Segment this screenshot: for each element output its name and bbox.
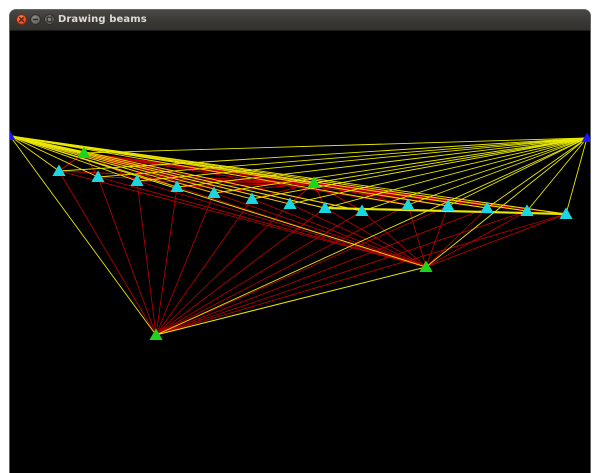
cyan-node	[318, 201, 332, 213]
yellow-beam	[10, 135, 409, 206]
yellow-beam	[10, 135, 157, 336]
maximize-button[interactable]	[44, 14, 55, 25]
yellow-beam	[251, 137, 588, 200]
cyan-node	[130, 174, 144, 186]
red-beam	[136, 180, 157, 336]
yellow-beam	[313, 137, 588, 184]
yellow-beam	[10, 135, 449, 207]
yellow-beam	[10, 135, 60, 172]
red-beam	[97, 176, 315, 184]
yellow-beam	[526, 137, 588, 212]
red-beam	[155, 192, 215, 336]
red-beam	[155, 207, 488, 336]
red-beam	[83, 152, 449, 207]
red-beam	[407, 204, 427, 268]
cyan-node	[91, 170, 105, 182]
window-title: Drawing beams	[58, 14, 147, 25]
red-beam	[176, 182, 315, 188]
yellow-beam	[10, 135, 253, 200]
green-node	[77, 146, 91, 158]
red-beam	[425, 210, 528, 268]
red-beam	[213, 182, 315, 194]
red-beam	[425, 205, 449, 268]
red-beam	[97, 176, 157, 336]
blue-anchor	[10, 130, 16, 141]
title-bar[interactable]: Drawing beams	[10, 10, 590, 31]
cyan-node	[401, 198, 415, 210]
red-beam	[155, 205, 449, 336]
red-beam	[58, 170, 157, 336]
yellow-beam	[565, 137, 588, 215]
cyan-node	[52, 164, 66, 176]
red-beam	[155, 198, 253, 336]
cyan-node	[207, 186, 221, 198]
cyan-node	[480, 201, 494, 213]
cyan-node	[441, 199, 455, 211]
yellow-beam	[136, 137, 588, 182]
app-window: Drawing beams	[10, 10, 590, 473]
yellow-beam	[10, 135, 178, 188]
beams-drawing	[10, 130, 590, 340]
yellow-beam	[407, 137, 588, 206]
yellow-beam	[10, 135, 99, 178]
yellow-beam	[155, 137, 588, 336]
yellow-beam	[97, 137, 588, 178]
cyan-node	[355, 204, 369, 216]
yellow-beam	[176, 137, 588, 188]
red-beam	[155, 203, 291, 336]
red-beam	[425, 207, 488, 268]
yellow-beam	[289, 137, 588, 205]
red-beam	[425, 213, 567, 268]
green-node	[307, 176, 321, 188]
red-beam	[155, 210, 528, 336]
yellow-beam	[10, 135, 567, 215]
yellow-beam	[10, 135, 138, 182]
red-beam	[251, 182, 315, 200]
nodes-layer	[10, 130, 590, 340]
close-button[interactable]	[16, 14, 27, 25]
yellow-beam	[10, 135, 215, 194]
yellow-beam	[425, 137, 588, 268]
yellow-beams-layer	[10, 134, 588, 336]
cyan-node	[520, 204, 534, 216]
blue-anchor	[581, 132, 590, 143]
minimize-icon	[33, 18, 38, 21]
red-beam	[324, 207, 427, 268]
red-beam	[155, 207, 326, 336]
maximize-icon	[46, 16, 53, 23]
yellow-beam	[447, 137, 588, 207]
close-icon	[18, 16, 25, 23]
cyan-node	[245, 192, 259, 204]
cyan-node	[559, 207, 573, 219]
red-beam	[136, 180, 427, 268]
yellow-beam	[155, 266, 427, 336]
red-beam	[251, 198, 427, 268]
red-beam	[213, 192, 427, 268]
yellow-beam	[324, 137, 588, 209]
minimize-button[interactable]	[30, 14, 41, 25]
yellow-beam	[83, 137, 588, 154]
red-beam	[289, 203, 427, 268]
red-beam	[361, 210, 427, 268]
yellow-beam	[10, 135, 488, 209]
cyan-node	[283, 197, 297, 209]
yellow-beam	[10, 134, 85, 155]
drawing-canvas[interactable]	[10, 31, 590, 473]
green-node	[149, 328, 163, 340]
green-node	[419, 260, 433, 272]
cyan-node	[170, 180, 184, 192]
red-beam	[155, 213, 567, 336]
red-beam	[58, 170, 427, 268]
red-beam	[155, 210, 363, 336]
red-beam	[155, 204, 409, 336]
yellow-beam	[486, 137, 588, 209]
yellow-beam	[361, 137, 588, 212]
red-beam	[155, 186, 178, 336]
yellow-beam	[213, 137, 588, 194]
